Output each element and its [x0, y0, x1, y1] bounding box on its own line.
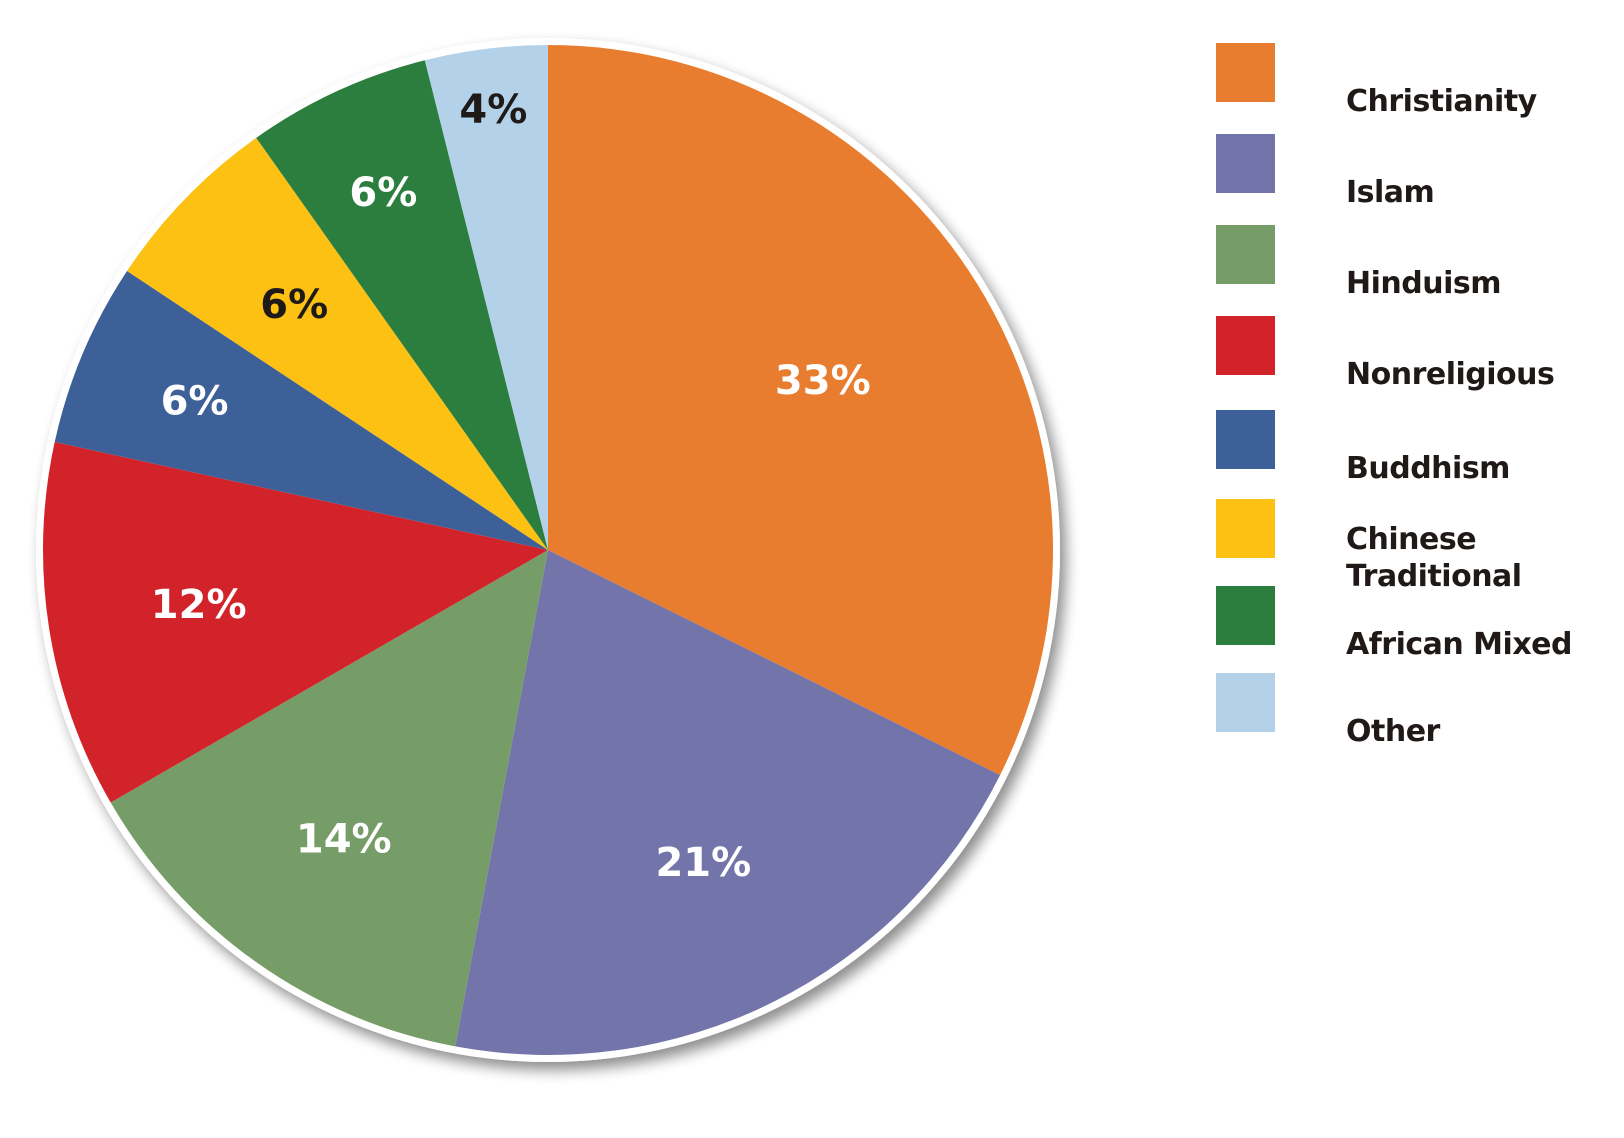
pie-slice-other — [424, 45, 548, 550]
slice-label: 21% — [655, 840, 751, 886]
legend-swatch — [1216, 133, 1275, 193]
pie-slice-islam — [455, 550, 1001, 1055]
legend-swatch — [1216, 498, 1275, 558]
legend-label: African Mixed — [1346, 627, 1573, 662]
legend-label: Islam — [1346, 175, 1435, 210]
pie-slice-african-mixed — [256, 60, 548, 550]
legend-label: Hinduism — [1346, 266, 1501, 301]
pie-slice-hinduism — [110, 550, 549, 1047]
slice-label: 12% — [151, 582, 247, 628]
pie-slices — [43, 45, 1053, 1055]
slice-label: 6% — [161, 378, 229, 424]
pie-slice-labels: 33% 21% 14% 12% 6% 6% 6% 4% — [151, 87, 871, 886]
slice-label: 6% — [349, 170, 417, 216]
legend-swatch — [1216, 672, 1275, 732]
slice-label: 33% — [775, 358, 871, 404]
pie-slice-buddhism — [54, 271, 549, 550]
legend-label: Buddhism — [1346, 451, 1510, 486]
legend-swatch — [1216, 224, 1275, 284]
legend-swatch — [1216, 315, 1275, 375]
legend-label: Other — [1346, 714, 1440, 749]
pie-slice-chinese-traditional — [127, 137, 548, 550]
slice-label: 4% — [459, 87, 527, 133]
legend-label: Nonreligious — [1346, 357, 1555, 392]
legend-swatch — [1216, 409, 1275, 469]
legend-swatch — [1216, 585, 1275, 645]
pie-slice-nonreligious — [43, 441, 549, 803]
legend-swatch — [1216, 42, 1275, 102]
legend-label: Christianity — [1346, 84, 1537, 119]
chart-legend: Christianity Islam Hinduism Nonreligious Bud… — [1216, 0, 1624, 1138]
pie-slice-christianity — [548, 45, 1053, 776]
legend-label: Chinese Traditional — [1346, 521, 1522, 594]
slice-label: 14% — [296, 817, 392, 863]
slice-label: 6% — [260, 282, 328, 328]
